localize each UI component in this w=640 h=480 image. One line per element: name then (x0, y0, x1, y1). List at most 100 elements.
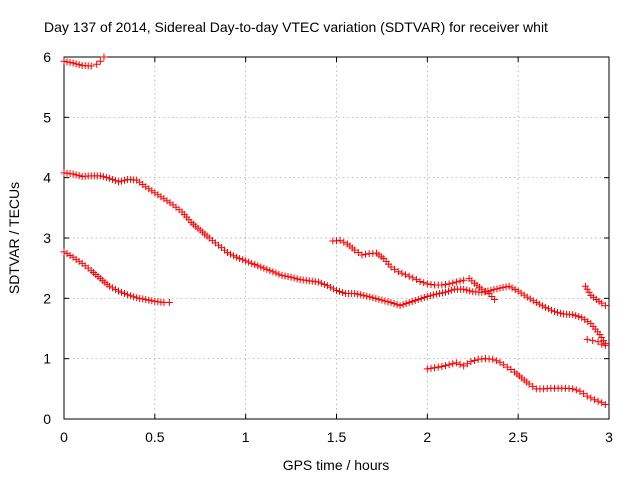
data-point (600, 337, 608, 345)
data-point (471, 356, 479, 364)
data-point (387, 299, 395, 307)
data-point (320, 280, 328, 288)
data-point (372, 295, 380, 303)
data-point (351, 290, 359, 298)
data-point (544, 305, 552, 313)
data-point (445, 287, 453, 295)
data-point (148, 297, 156, 305)
data-point (460, 362, 468, 370)
data-point (323, 282, 331, 290)
data-point (532, 299, 540, 307)
x-tick-label: 1.5 (327, 429, 347, 445)
data-point (339, 289, 347, 297)
data-point (405, 272, 413, 280)
data-point (423, 280, 431, 288)
data-point (290, 274, 298, 282)
data-point (130, 293, 138, 301)
data-point (236, 255, 244, 263)
data-point (496, 284, 504, 292)
data-point (293, 275, 301, 283)
data-point (442, 288, 449, 296)
data-point (434, 363, 442, 371)
data-point (369, 294, 377, 302)
data-point (587, 394, 595, 402)
data-point (503, 363, 511, 371)
data-point (399, 301, 407, 309)
y-tick-labels: 0 1 2 3 4 5 6 (43, 49, 51, 427)
data-point (467, 358, 475, 366)
data-point (598, 299, 606, 307)
data-point (340, 238, 348, 246)
data-point (409, 274, 417, 282)
data-point (442, 362, 449, 370)
data-point (358, 251, 366, 259)
x-tick-label: 1 (242, 429, 250, 445)
data-point (529, 297, 537, 305)
data-point (360, 291, 368, 299)
data-point (445, 280, 453, 288)
data-point (529, 382, 537, 390)
data-point (438, 289, 446, 297)
data-point (420, 294, 428, 302)
data-point (431, 364, 439, 372)
data-point (105, 174, 113, 182)
data-point (281, 272, 289, 280)
data-point (456, 277, 464, 285)
data-point (601, 341, 609, 349)
data-series (60, 53, 609, 409)
data-point (402, 300, 410, 308)
data-point (581, 282, 589, 290)
y-tick-label: 3 (43, 230, 51, 246)
data-point (72, 171, 80, 179)
y-tick-label: 1 (43, 351, 51, 367)
data-point (460, 276, 468, 284)
data-point (254, 262, 262, 270)
data-point (354, 290, 362, 298)
data-point (69, 59, 77, 67)
data-point (227, 250, 235, 258)
data-point (414, 296, 422, 304)
data-point (278, 271, 286, 279)
data-point (535, 300, 543, 308)
data-point (257, 263, 265, 271)
data-point (442, 280, 449, 288)
x-tick-label: 3 (605, 429, 613, 445)
data-point (393, 301, 401, 309)
data-point (572, 386, 580, 394)
series-arc-3 (60, 248, 173, 307)
data-point (590, 396, 598, 404)
data-point (224, 248, 231, 256)
data-point (272, 269, 280, 277)
x-tick-labels: 0 0.5 1 1.5 2 2.5 3 (60, 429, 613, 445)
data-point (96, 172, 104, 180)
data-point (551, 308, 558, 316)
data-point (239, 256, 247, 264)
data-point (396, 302, 404, 310)
data-point (580, 390, 588, 398)
data-point (99, 173, 107, 181)
data-point (511, 285, 519, 293)
data-point (363, 292, 371, 300)
data-point (502, 283, 510, 291)
data-point (366, 293, 374, 301)
data-point (381, 297, 389, 305)
data-point (466, 287, 474, 295)
data-point (263, 265, 271, 273)
data-point (233, 253, 241, 261)
data-point (394, 268, 402, 276)
data-point (507, 366, 515, 374)
data-point (357, 291, 365, 299)
data-point (251, 261, 259, 269)
data-point (435, 290, 443, 298)
data-point (445, 361, 453, 369)
data-point (432, 290, 440, 298)
data-point (452, 359, 460, 367)
data-point (96, 57, 104, 65)
data-point (118, 177, 126, 185)
x-axis-label: GPS time / hours (283, 457, 390, 473)
data-point (585, 288, 593, 296)
data-point (111, 285, 119, 293)
data-point (493, 285, 501, 293)
data-point (329, 285, 337, 293)
data-point (575, 313, 583, 321)
